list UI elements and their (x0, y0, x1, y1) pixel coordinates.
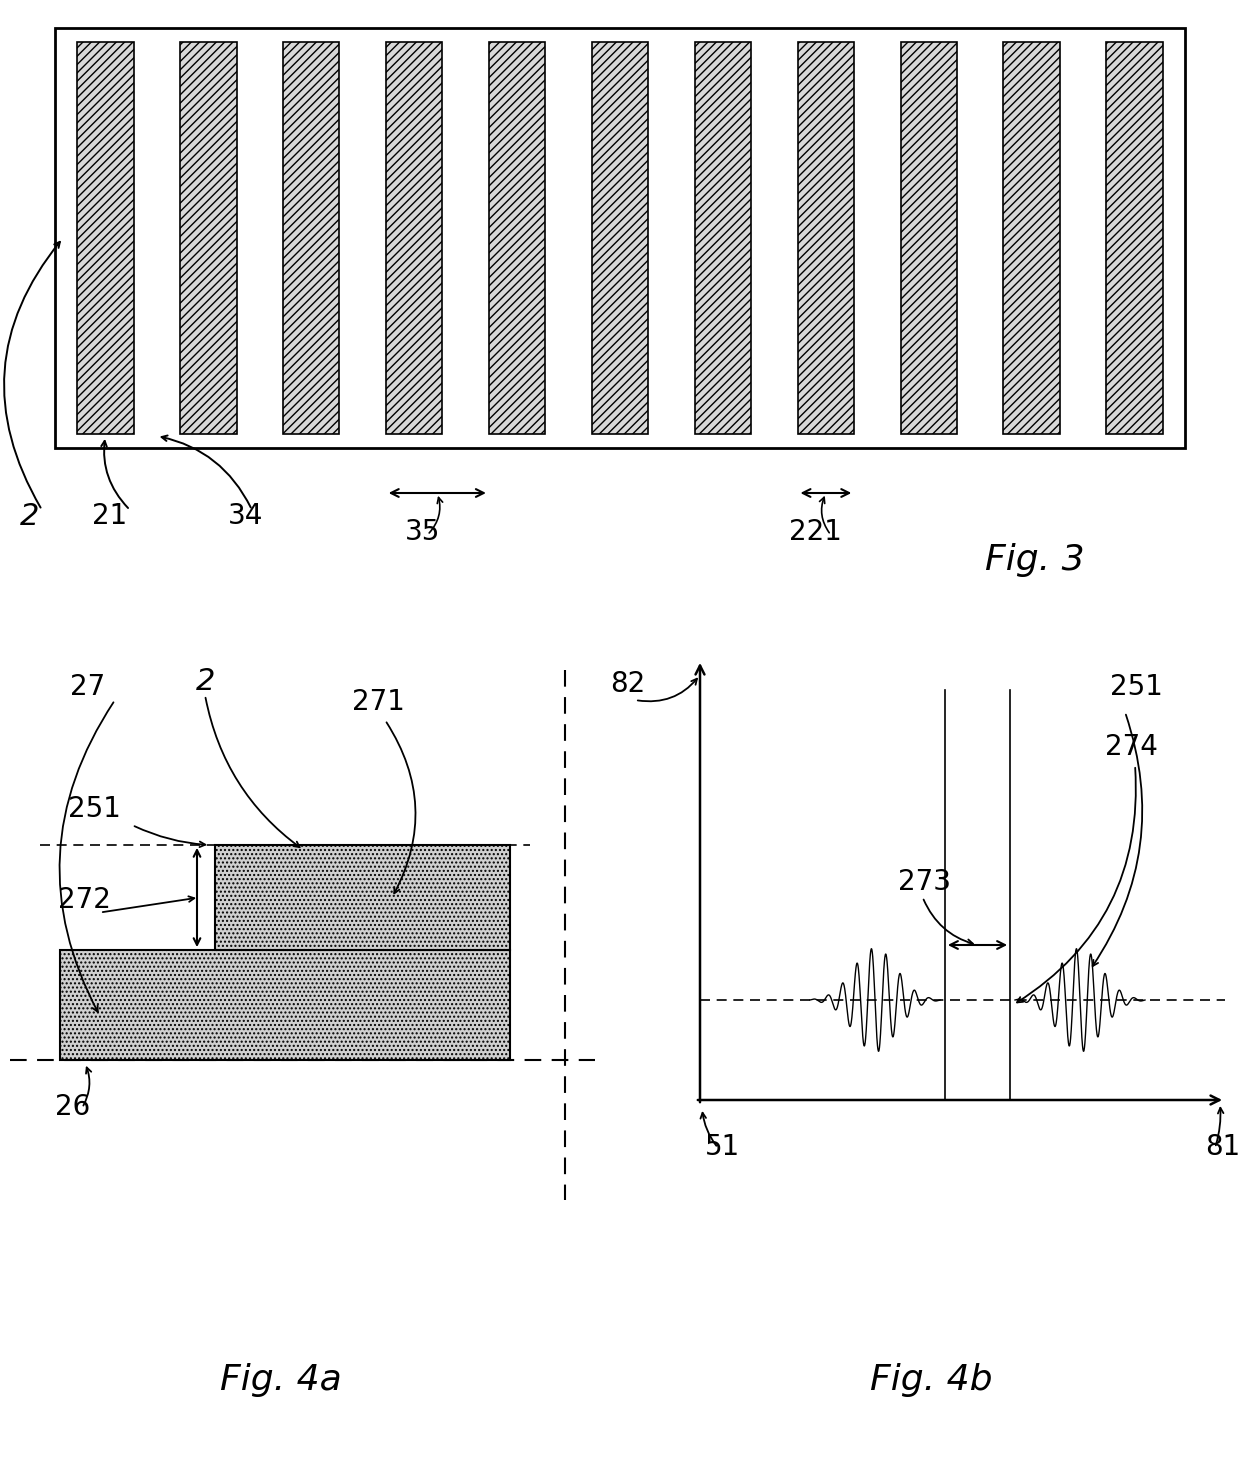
Bar (694, 43, 751, 434)
Bar (283, 43, 340, 434)
Text: 273: 273 (898, 867, 951, 897)
Text: 35: 35 (404, 517, 440, 545)
Text: 221: 221 (790, 517, 842, 545)
Text: 251: 251 (68, 795, 120, 823)
Bar (1003, 43, 1060, 434)
Text: 2: 2 (20, 501, 40, 531)
Bar (55, 28, 1185, 448)
Text: 272: 272 (58, 885, 110, 913)
Bar (489, 43, 546, 434)
Bar (1106, 43, 1163, 434)
Text: 2: 2 (196, 667, 216, 695)
Text: Fig. 4b: Fig. 4b (870, 1363, 992, 1396)
Text: 21: 21 (92, 501, 128, 531)
Text: 251: 251 (1110, 673, 1163, 701)
Bar (386, 43, 443, 434)
Text: 34: 34 (228, 501, 263, 531)
Bar (900, 43, 957, 434)
Bar (60, 950, 510, 1060)
Text: 271: 271 (352, 688, 405, 716)
Text: 82: 82 (610, 670, 645, 698)
Bar (215, 845, 510, 950)
Bar (77, 43, 134, 434)
Text: Fig. 3: Fig. 3 (985, 542, 1085, 578)
Bar (797, 43, 854, 434)
Text: Fig. 4a: Fig. 4a (219, 1363, 342, 1396)
Text: 26: 26 (55, 1094, 91, 1122)
Text: 274: 274 (1105, 734, 1158, 761)
Text: 81: 81 (1205, 1133, 1240, 1161)
Text: 27: 27 (69, 673, 105, 701)
Bar (591, 43, 649, 434)
Text: 51: 51 (706, 1133, 740, 1161)
Bar (180, 43, 237, 434)
